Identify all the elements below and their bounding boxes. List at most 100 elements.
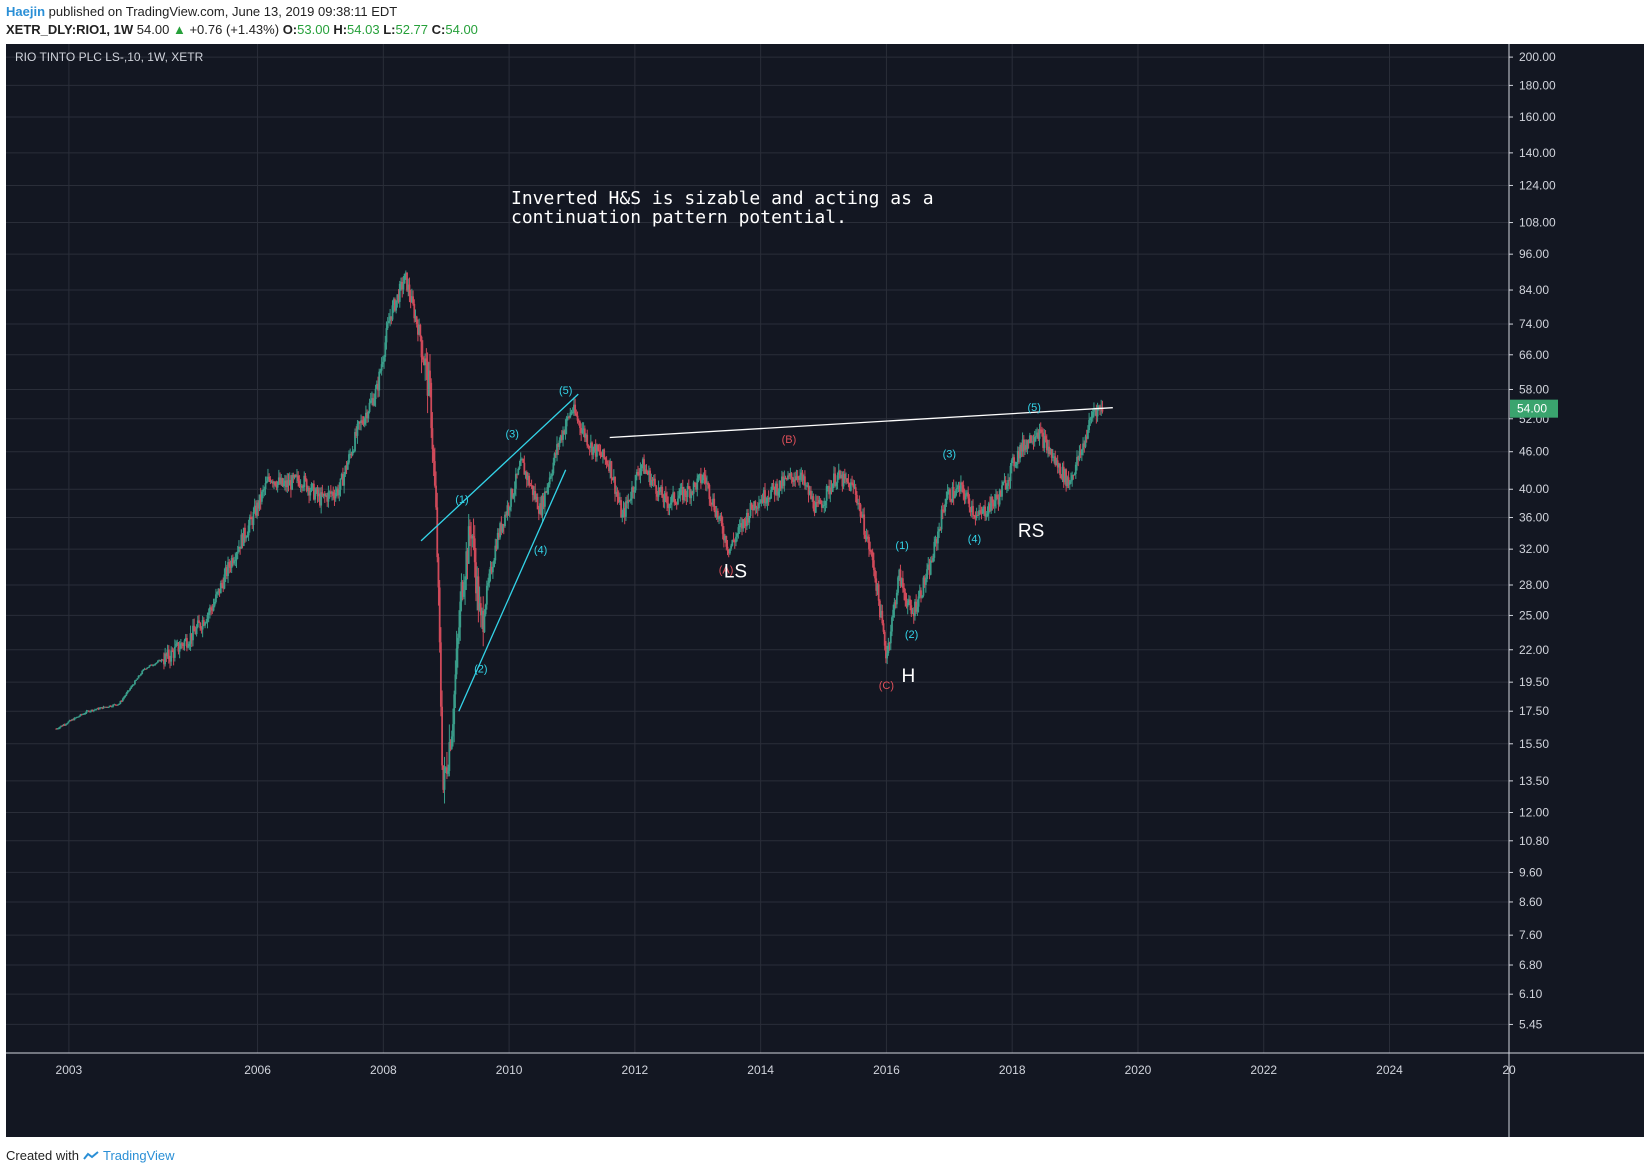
candle-body xyxy=(921,595,924,598)
candle-body xyxy=(1055,460,1058,466)
candle-body xyxy=(595,444,598,457)
candle-body xyxy=(397,294,400,302)
high-label: H: xyxy=(333,22,348,37)
candle-body xyxy=(172,651,175,658)
last-price-tag[interactable] xyxy=(1510,399,1558,418)
candle-body xyxy=(550,476,552,478)
candle-body xyxy=(521,458,523,460)
candle-body xyxy=(303,475,306,488)
candle-body xyxy=(508,506,511,511)
neckline[interactable] xyxy=(609,407,1113,439)
candle-body xyxy=(679,488,682,496)
candle-body xyxy=(591,442,593,455)
candle-body xyxy=(764,490,766,504)
candle-body xyxy=(759,502,762,504)
candle-body xyxy=(1043,436,1046,448)
candle-body xyxy=(470,535,473,539)
channel-line[interactable] xyxy=(420,393,579,542)
candle-body xyxy=(582,428,585,431)
candle-body xyxy=(1018,451,1020,459)
candle-body xyxy=(356,423,359,436)
candle-body xyxy=(461,582,464,597)
candle-body xyxy=(258,494,261,509)
candle-body xyxy=(535,496,538,500)
candle-body xyxy=(957,485,960,489)
candle-body xyxy=(444,767,447,769)
price-axis-panel xyxy=(1509,44,1644,1137)
candle-body xyxy=(897,577,899,593)
candle-body xyxy=(986,513,989,516)
candle-body xyxy=(581,430,584,434)
candle-body xyxy=(845,478,847,480)
candle-body xyxy=(484,604,487,615)
candle-body xyxy=(1025,445,1028,450)
candle-body xyxy=(615,491,618,494)
candle-body xyxy=(132,684,135,686)
candle-body xyxy=(230,558,233,568)
candle-body xyxy=(1050,449,1053,458)
tradingview-brand[interactable]: TradingView xyxy=(102,1148,175,1163)
last-price: 54.00 xyxy=(136,22,170,37)
candle-body xyxy=(627,499,630,504)
candle-body xyxy=(488,573,491,583)
candle-body xyxy=(257,502,260,509)
candle-body xyxy=(412,296,414,304)
candle-body xyxy=(86,710,89,712)
candle-body xyxy=(755,507,758,509)
candle-body xyxy=(367,411,370,419)
candle-body xyxy=(1094,409,1097,411)
candle-body xyxy=(911,612,914,614)
candle-body xyxy=(95,709,98,711)
candle-body xyxy=(922,577,925,596)
candle-body xyxy=(304,475,307,480)
price-chart[interactable]: (1) (2) (3) (4) (5) (A) (B) (C) (1) (2) (3) (4) (5) L… xyxy=(6,44,1644,1137)
candle-body xyxy=(187,646,190,648)
candle-body xyxy=(1053,456,1055,458)
candle-body xyxy=(1065,469,1068,487)
candle-body xyxy=(55,728,58,730)
candle-body xyxy=(701,480,704,483)
candle-body xyxy=(280,478,283,484)
candle-body xyxy=(467,526,470,564)
candle-body xyxy=(240,534,243,549)
price-axis[interactable]: 200.00 180.00 160.00 140.00 124.00 108.00 96.0… xyxy=(1508,44,1644,1137)
channel-line[interactable] xyxy=(458,469,567,712)
candle-body xyxy=(618,500,621,502)
candle-body xyxy=(644,469,647,474)
candle-body xyxy=(841,474,844,487)
candle-body xyxy=(1095,409,1098,417)
candle-body xyxy=(140,673,142,676)
time-axis[interactable]: 2003 2006 2008 2010 2012 2014 2016 2018 2020 2022… xyxy=(6,1052,1644,1077)
candle-body xyxy=(652,478,655,480)
note-line: continuation pattern potential. xyxy=(511,207,847,228)
candle-body xyxy=(733,541,736,543)
candle-body xyxy=(793,479,795,482)
chart-container[interactable]: (1) (2) (3) (4) (5) (A) (B) (C) (1) (2) (3) (4) (5) L… xyxy=(6,44,1644,1137)
candle-body xyxy=(366,412,369,419)
candle-body xyxy=(261,491,263,502)
candle-body xyxy=(849,482,852,491)
candle-body xyxy=(398,283,401,302)
candle-body xyxy=(142,669,145,671)
trendlines[interactable] xyxy=(420,393,1113,712)
candle-body xyxy=(967,492,970,499)
candle-body xyxy=(836,475,839,483)
candle-body xyxy=(199,622,202,629)
candle-body xyxy=(781,476,783,489)
candle-body xyxy=(211,608,214,611)
author-name[interactable]: Haejin xyxy=(6,4,46,19)
candle-body xyxy=(684,489,687,496)
candle-body xyxy=(540,503,543,516)
close-label: C: xyxy=(431,22,446,37)
candle-body xyxy=(703,474,706,478)
candle-body xyxy=(246,535,249,538)
candle-body xyxy=(574,404,577,414)
candle-body xyxy=(864,534,867,540)
candle-body xyxy=(752,508,754,511)
candle-body xyxy=(314,492,317,500)
candle-body xyxy=(423,359,425,366)
candle-body xyxy=(633,490,636,493)
candle-body xyxy=(899,569,902,587)
candle-body xyxy=(274,481,277,486)
candle-body xyxy=(835,482,838,486)
